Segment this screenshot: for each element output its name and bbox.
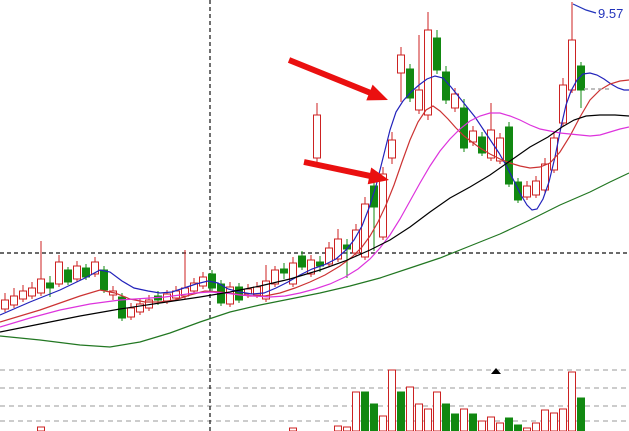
volume-marker-triangle-icon [491, 368, 501, 374]
candlesticks [1, 2, 585, 321]
price-callout: 9.57 [572, 3, 623, 21]
ma-slow-green [0, 172, 629, 348]
volume-bars [37, 369, 585, 431]
ma-mid-red [0, 79, 629, 323]
red-arrow-icon [303, 159, 389, 185]
ma-black [0, 114, 629, 333]
volume-gridlines [0, 369, 629, 422]
ma-magenta [0, 112, 629, 328]
annotation-arrows [287, 57, 389, 185]
moving-average-lines [0, 72, 629, 348]
price-pointer-line [572, 3, 597, 14]
price-label: 9.57 [598, 6, 623, 21]
red-arrow-icon [287, 57, 388, 101]
